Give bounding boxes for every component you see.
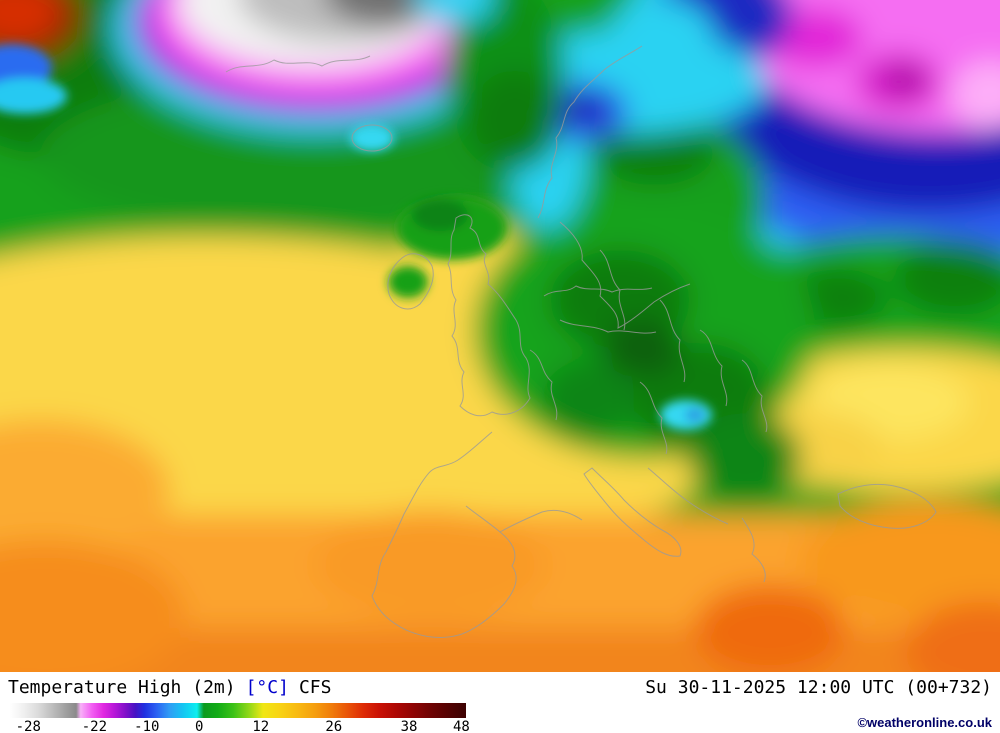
title-unit: [°C]	[245, 677, 289, 698]
title-row: Temperature High (2m) [°C] CFS Su 30-11-…	[0, 677, 1000, 698]
greece-coast	[741, 517, 766, 583]
legend-tick-label: 0	[195, 719, 204, 733]
baltic-coast	[559, 221, 691, 329]
legend-tick-label: -22	[81, 719, 108, 733]
iceland-outline	[351, 124, 393, 152]
mediterranean-coast	[499, 509, 583, 533]
legend-tick-labels: -28 -22 -10 0 12 26 38 48	[10, 719, 470, 733]
legend-tick-label: 38	[400, 719, 418, 733]
map-area	[0, 0, 1000, 672]
france-atlantic-coast	[385, 431, 493, 553]
country-borders	[225, 45, 937, 638]
title-model: CFS	[298, 677, 332, 698]
black-sea-outline	[837, 483, 937, 529]
norway-coast	[537, 45, 643, 219]
denmark-germany-coast	[543, 285, 653, 297]
map-datetime: Su 30-11-2025 12:00 UTC (00+732)	[645, 677, 992, 698]
title-text: Temperature High (2m)	[8, 677, 236, 698]
europe-temperature-map	[0, 0, 1000, 672]
iberia-outline	[371, 505, 517, 638]
iceland-cold-spot	[350, 125, 394, 151]
adriatic-coast	[647, 467, 729, 525]
temperature-legend: -28 -22 -10 0 12 26 38 48	[10, 703, 470, 733]
map-title: Temperature High (2m) [°C] CFS	[8, 677, 331, 698]
italy-outline	[583, 467, 682, 557]
ireland-outline	[387, 253, 434, 310]
legend-gradient-bar	[10, 703, 466, 718]
temperature-field	[0, 0, 1000, 672]
legend-tick-label: 12	[252, 719, 270, 733]
great-britain-outline	[447, 214, 531, 417]
legend-tick-label: 26	[325, 719, 343, 733]
legend-tick-label: -28	[15, 719, 41, 733]
greenland-coast	[225, 55, 371, 73]
footer-bar: Temperature High (2m) [°C] CFS Su 30-11-…	[0, 672, 1000, 733]
legend-tick-label: -10	[134, 719, 160, 733]
copyright-link[interactable]: ©weatheronline.co.uk	[857, 715, 992, 730]
legend-tick-label: 48	[453, 719, 470, 733]
